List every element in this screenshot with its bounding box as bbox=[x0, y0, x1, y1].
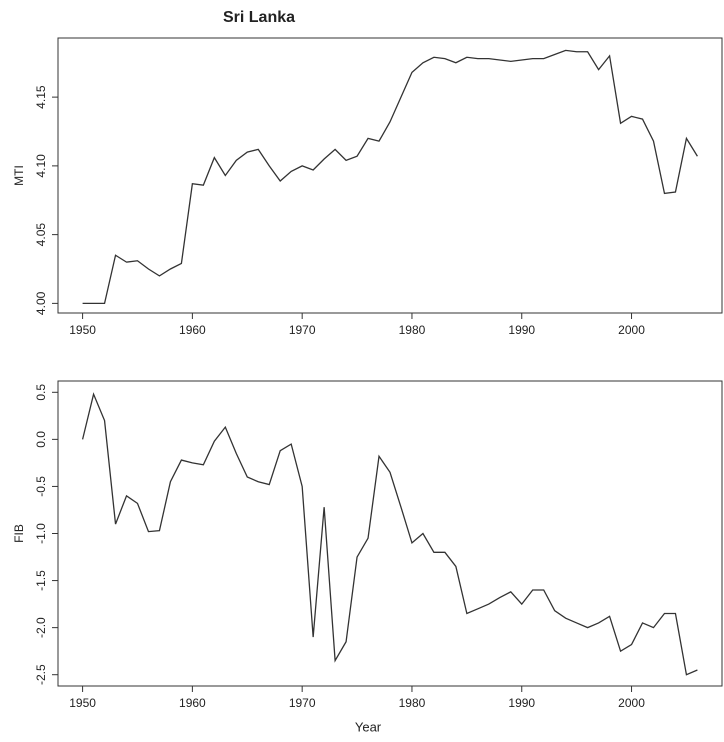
y-tick-label: -0.5 bbox=[34, 476, 48, 497]
y-tick-label: 4.15 bbox=[34, 85, 48, 109]
x-tick-label: 1990 bbox=[508, 323, 535, 337]
data-line bbox=[81, 392, 698, 676]
x-tick-label: 1980 bbox=[399, 696, 426, 710]
y-axis-label: MTI bbox=[12, 165, 26, 186]
x-tick-label: 2000 bbox=[618, 323, 645, 337]
y-tick-label: -1.0 bbox=[34, 523, 48, 544]
data-line bbox=[82, 49, 698, 305]
x-tick-label: 1970 bbox=[289, 323, 316, 337]
plot-box bbox=[57, 37, 723, 314]
y-tick-label: 4.05 bbox=[34, 223, 48, 247]
x-tick-label: 1950 bbox=[69, 323, 96, 337]
x-tick-label: 2000 bbox=[618, 696, 645, 710]
y-axis-label: FIB bbox=[12, 524, 26, 543]
y-tick-label: 0.5 bbox=[34, 384, 48, 401]
y-tick-label: 4.10 bbox=[34, 154, 48, 178]
y-tick-label: -1.5 bbox=[34, 570, 48, 591]
y-tick-label: -2.0 bbox=[34, 617, 48, 638]
x-tick-label: 1990 bbox=[508, 696, 535, 710]
x-axis-label: Year bbox=[355, 719, 382, 734]
x-tick-label: 1960 bbox=[179, 323, 206, 337]
x-tick-label: 1950 bbox=[69, 696, 96, 710]
x-tick-label: 1970 bbox=[289, 696, 316, 710]
x-tick-label: 1980 bbox=[399, 323, 426, 337]
chart-title: Sri Lanka bbox=[223, 9, 295, 26]
y-tick-label: -2.5 bbox=[34, 664, 48, 685]
x-tick-label: 1960 bbox=[179, 696, 206, 710]
plot-box bbox=[57, 380, 723, 687]
y-tick-label: 4.00 bbox=[34, 291, 48, 315]
y-tick-label: 0.0 bbox=[34, 431, 48, 448]
